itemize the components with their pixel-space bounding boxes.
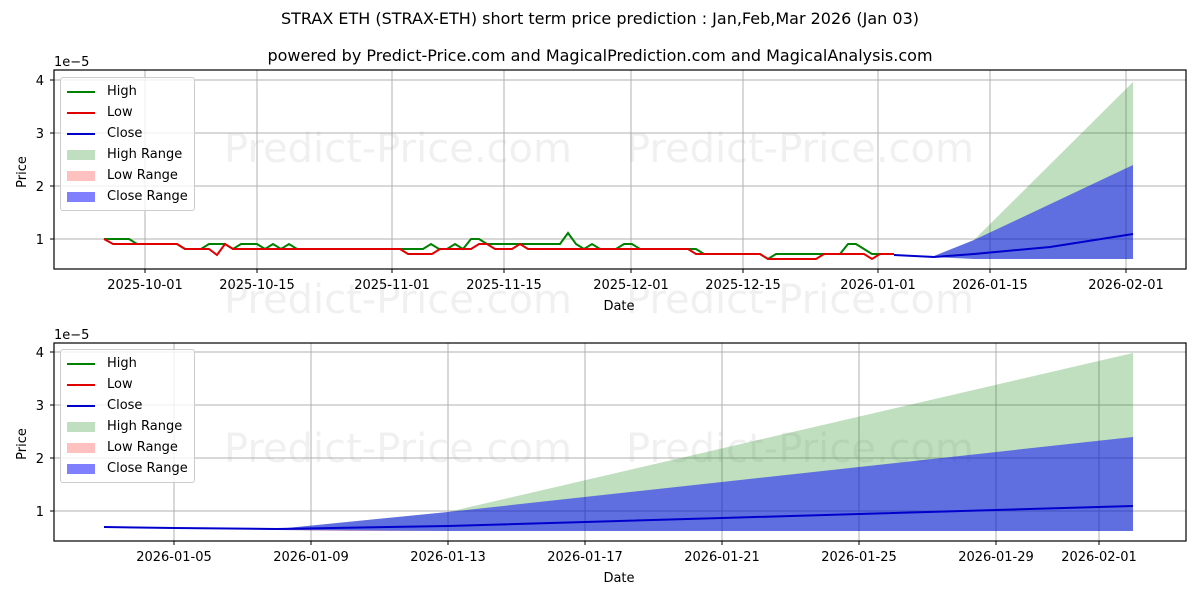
y-ticks bbox=[50, 79, 54, 240]
x-tick-label: 2025-12-01 bbox=[593, 278, 669, 293]
y-tick-label: 4 bbox=[36, 74, 44, 89]
y-tick-label: 3 bbox=[36, 399, 44, 414]
legend-bottom: High Low Close High Range Low Range Clos… bbox=[60, 349, 195, 483]
chart-title: STRAX ETH (STRAX-ETH) short term price p… bbox=[280, 9, 920, 28]
legend-item-high-range: High Range bbox=[67, 416, 188, 437]
y-tick-label: 3 bbox=[36, 127, 44, 142]
legend-item-close: Close bbox=[67, 123, 188, 144]
x-tick-label: 2026-01-13 bbox=[410, 550, 486, 565]
axes-frame bbox=[53, 69, 1187, 270]
x-tick-label: 2025-12-15 bbox=[705, 278, 781, 293]
close-swatch bbox=[67, 404, 95, 407]
high-swatch bbox=[67, 90, 95, 93]
x-ticks bbox=[144, 269, 1127, 273]
legend-item-close-range: Close Range bbox=[67, 458, 188, 479]
legend-item-low-range: Low Range bbox=[67, 437, 188, 458]
x-tick-label: 2025-11-01 bbox=[354, 278, 430, 293]
close-range-area bbox=[894, 165, 1133, 259]
legend-item-close: Close bbox=[67, 395, 188, 416]
legend-item-high-range: High Range bbox=[67, 144, 188, 165]
x-axis-label: Date bbox=[603, 571, 634, 586]
watermark: Predict-Price.com bbox=[626, 126, 974, 172]
x-tick-label: 2026-02-01 bbox=[1088, 278, 1164, 293]
close-line bbox=[103, 505, 1134, 531]
watermark: Predict-Price.com bbox=[224, 126, 572, 172]
legend-item-low: Low bbox=[67, 374, 188, 395]
low-swatch bbox=[67, 111, 95, 114]
y-tick-label: 1 bbox=[36, 233, 44, 248]
legend-item-low: Low bbox=[67, 102, 188, 123]
high-range-swatch bbox=[67, 421, 95, 432]
y-tick-label: 2 bbox=[36, 452, 44, 467]
top-chart: Predict-Price.com Predict-Price.com bbox=[50, 69, 1187, 273]
x-ticks bbox=[173, 541, 1100, 545]
high-range-swatch bbox=[67, 149, 95, 160]
x-tick-label: 2025-10-01 bbox=[107, 278, 183, 293]
watermark: Predict-Price.com bbox=[224, 277, 572, 323]
low-range-swatch bbox=[67, 442, 95, 453]
x-axis-label: Date bbox=[603, 299, 634, 314]
y-ticks bbox=[50, 351, 54, 512]
watermark: Predict-Price.com bbox=[224, 426, 572, 472]
x-tick-label: 2026-01-21 bbox=[684, 550, 760, 565]
x-tick-label: 2026-01-09 bbox=[273, 550, 349, 565]
y-exponent-label: 1e−5 bbox=[54, 328, 89, 343]
x-tick-label: 2026-01-05 bbox=[136, 550, 212, 565]
x-tick-label: 2026-01-01 bbox=[840, 278, 916, 293]
y-tick-label: 4 bbox=[36, 346, 44, 361]
y-axis-label: Price bbox=[15, 428, 30, 460]
close-range-swatch bbox=[67, 463, 95, 474]
low-line bbox=[103, 238, 894, 261]
x-tick-label: 2026-01-17 bbox=[547, 550, 623, 565]
chart-subtitle: powered by Predict-Price.com and Magical… bbox=[267, 46, 933, 65]
x-tick-label: 2026-02-01 bbox=[1061, 550, 1137, 565]
legend-top: High Low Close High Range Low Range Clos… bbox=[60, 77, 195, 211]
x-tick-label: 2026-01-15 bbox=[952, 278, 1028, 293]
bottom-chart: Predict-Price.com Predict-Price.com Pred… bbox=[50, 277, 1187, 545]
axes-frame bbox=[53, 342, 1187, 542]
x-tick-label: 2026-01-29 bbox=[958, 550, 1034, 565]
y-tick-label: 1 bbox=[36, 505, 44, 520]
y-tick-label: 2 bbox=[36, 180, 44, 195]
close-swatch bbox=[67, 132, 95, 135]
legend-item-close-range: Close Range bbox=[67, 186, 188, 207]
watermark: Predict-Price.com bbox=[626, 277, 974, 323]
x-tick-label: 2025-10-15 bbox=[219, 278, 295, 293]
low-range-area bbox=[277, 529, 448, 531]
legend-item-high: High bbox=[67, 353, 188, 374]
x-tick-label: 2025-11-15 bbox=[466, 278, 542, 293]
close-range-swatch bbox=[67, 191, 95, 202]
legend-item-low-range: Low Range bbox=[67, 165, 188, 186]
y-axis-label: Price bbox=[15, 156, 30, 188]
x-tick-label: 2026-01-25 bbox=[821, 550, 897, 565]
high-swatch bbox=[67, 362, 95, 365]
y-exponent-label: 1e−5 bbox=[54, 55, 89, 70]
close-range-area bbox=[104, 437, 1133, 531]
legend-item-high: High bbox=[67, 81, 188, 102]
low-swatch bbox=[67, 383, 95, 386]
low-range-swatch bbox=[67, 170, 95, 181]
close-line bbox=[893, 233, 1134, 259]
